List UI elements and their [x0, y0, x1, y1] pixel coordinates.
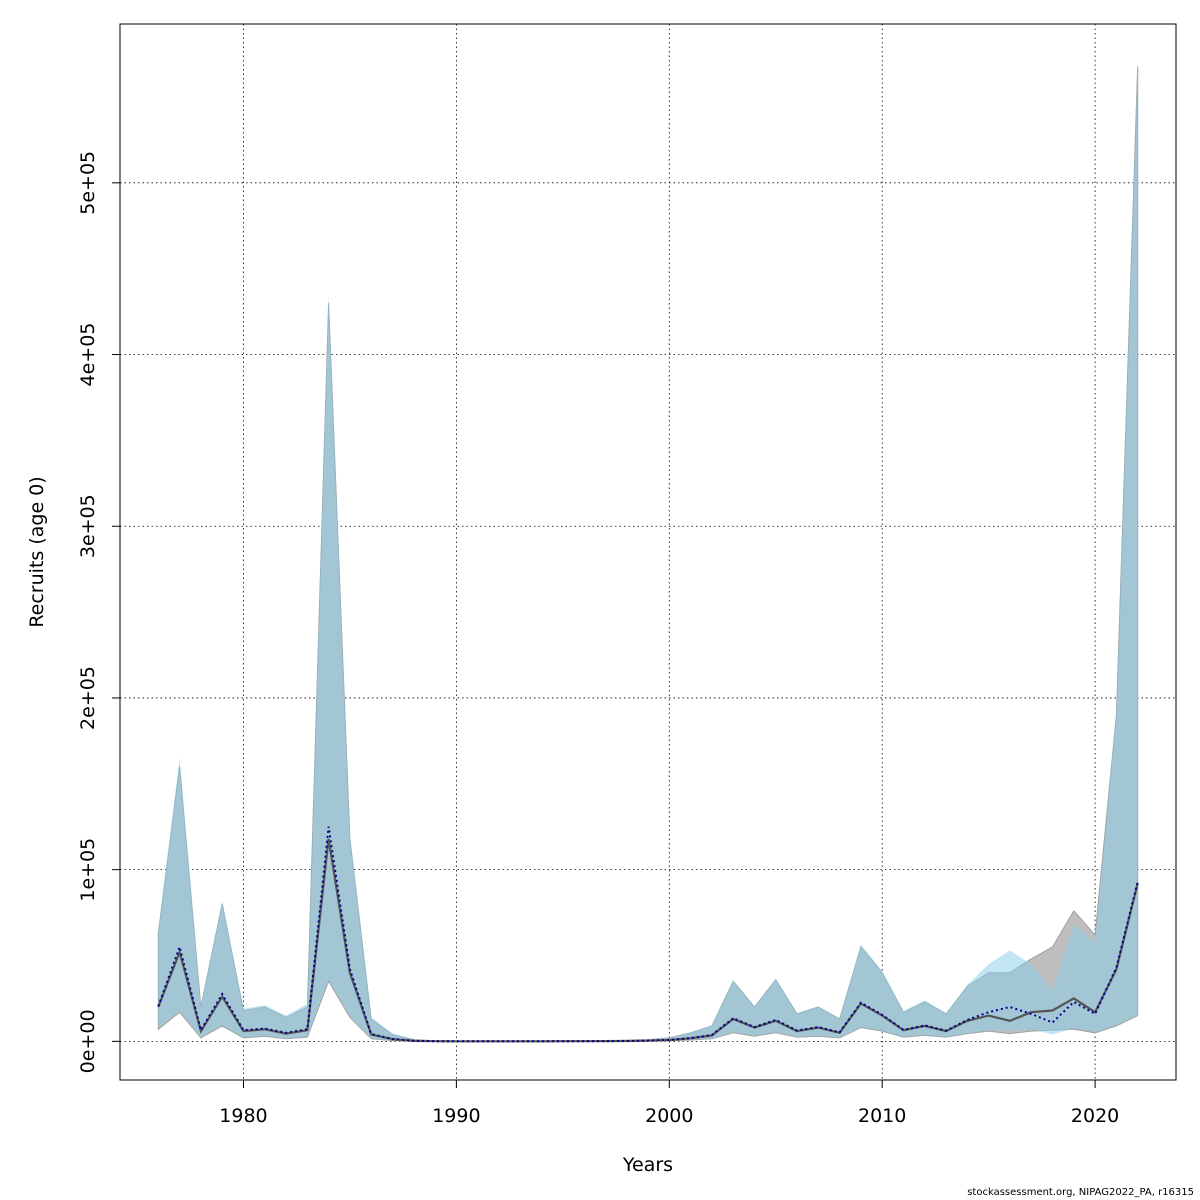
estimate-point-dotted	[647, 1040, 649, 1042]
estimate-point-dotted	[243, 1029, 245, 1031]
confidence-band-grey	[157, 66, 1139, 1042]
estimate-point-dotted	[179, 946, 181, 948]
estimate-point-dotted	[860, 1002, 862, 1004]
estimate-point-dotted	[605, 1040, 607, 1042]
estimate-point-dotted	[392, 1038, 394, 1040]
x-tick-label: 2020	[1071, 1105, 1119, 1127]
estimate-point-solid	[1009, 1020, 1011, 1022]
estimate-point-solid	[179, 951, 181, 953]
estimate-point-dotted	[477, 1041, 479, 1043]
estimate-point-dotted	[732, 1017, 734, 1019]
estimate-point-dotted	[498, 1041, 500, 1043]
estimate-point-dotted	[456, 1041, 458, 1043]
estimate-point-dotted	[158, 1005, 160, 1007]
x-axis-title: Years	[622, 1154, 673, 1176]
x-tick-label: 1980	[219, 1105, 267, 1127]
estimate-line-dotted	[157, 826, 1139, 1043]
estimate-point-dotted	[264, 1028, 266, 1030]
estimate-point-dotted	[626, 1040, 628, 1042]
confidence-bands	[157, 62, 1139, 1042]
estimate-point-dotted	[285, 1032, 287, 1034]
estimate-point-dotted	[307, 1029, 309, 1031]
estimate-point-dotted	[541, 1041, 543, 1043]
plot-frame	[119, 23, 1177, 1081]
estimate-point-dotted	[881, 1014, 883, 1016]
estimate-point-dotted	[924, 1025, 926, 1027]
y-tick-label: 5e+05	[77, 151, 99, 215]
y-tick-label: 1e+05	[77, 838, 99, 902]
estimate-point-dotted	[988, 1011, 990, 1013]
estimate-point-dotted	[1009, 1006, 1011, 1008]
y-tick-label: 0e+00	[77, 1009, 99, 1073]
estimate-point-dotted	[434, 1040, 436, 1042]
estimate-point-dotted	[945, 1030, 947, 1032]
estimate-point-dotted	[1073, 1001, 1075, 1003]
estimate-point-dotted	[200, 1029, 202, 1031]
estimate-point-dotted	[349, 968, 351, 970]
estimate-point-dotted	[903, 1029, 905, 1031]
y-tick-label: 3e+05	[77, 494, 99, 558]
series-lines	[157, 826, 1139, 1043]
x-tick-label: 2010	[858, 1105, 906, 1127]
estimate-point-dotted	[690, 1037, 692, 1039]
estimate-point-solid	[1052, 1010, 1054, 1012]
estimate-point-dotted	[1094, 1013, 1096, 1015]
y-tick-label: 4e+05	[77, 323, 99, 387]
estimate-point-dotted	[413, 1040, 415, 1042]
estimate-point-dotted	[967, 1019, 969, 1021]
estimate-point-dotted	[1052, 1022, 1054, 1024]
y-axis: 0e+00 1e+05 2e+05 3e+05 4e+05 5e+05	[77, 151, 120, 1073]
estimate-point-solid	[1116, 968, 1118, 970]
estimate-point-dotted	[1116, 967, 1118, 969]
estimate-point-dotted	[1137, 881, 1139, 883]
confidence-band-blue	[158, 62, 1138, 1042]
x-tick-label: 2000	[645, 1105, 693, 1127]
y-axis-title: Recruits (age 0)	[26, 476, 48, 627]
estimate-point-solid	[221, 996, 223, 998]
estimate-point-dotted	[562, 1040, 564, 1042]
x-axis: 1980 1990 2000 2010 2020	[219, 1080, 1119, 1127]
x-tick-label: 1990	[432, 1105, 480, 1127]
footer-credit: stockassessment.org, NIPAG2022_PA, r1631…	[967, 1187, 1194, 1198]
estimate-point-dotted	[775, 1019, 777, 1021]
estimate-point-dotted	[328, 826, 330, 828]
estimate-point-dotted	[370, 1033, 372, 1035]
estimate-point-solid	[988, 1015, 990, 1017]
estimate-point-dotted	[583, 1040, 585, 1042]
y-tick-label: 2e+05	[77, 666, 99, 730]
estimate-point-dotted	[1030, 1013, 1032, 1015]
estimate-point-dotted	[796, 1030, 798, 1032]
estimate-point-solid	[349, 972, 351, 974]
estimate-point-dotted	[818, 1026, 820, 1028]
estimate-point-dotted	[754, 1026, 756, 1028]
estimate-point-dotted	[520, 1041, 522, 1043]
estimate-point-dotted	[221, 993, 223, 995]
estimate-point-dotted	[839, 1032, 841, 1034]
estimate-point-solid	[1073, 998, 1075, 1000]
estimate-point-dotted	[669, 1039, 671, 1041]
estimate-point-solid	[328, 838, 330, 840]
grid-lines	[120, 24, 1176, 1080]
estimate-point-dotted	[711, 1034, 713, 1036]
